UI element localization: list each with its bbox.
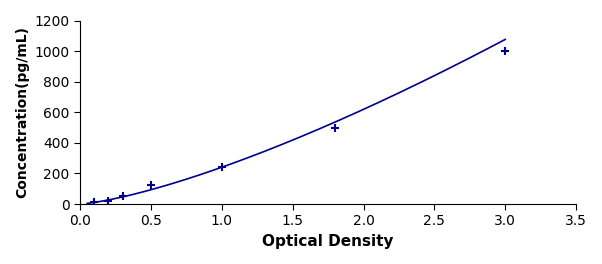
X-axis label: Optical Density: Optical Density	[262, 234, 394, 249]
Y-axis label: Concentration(pg/mL): Concentration(pg/mL)	[15, 26, 29, 198]
